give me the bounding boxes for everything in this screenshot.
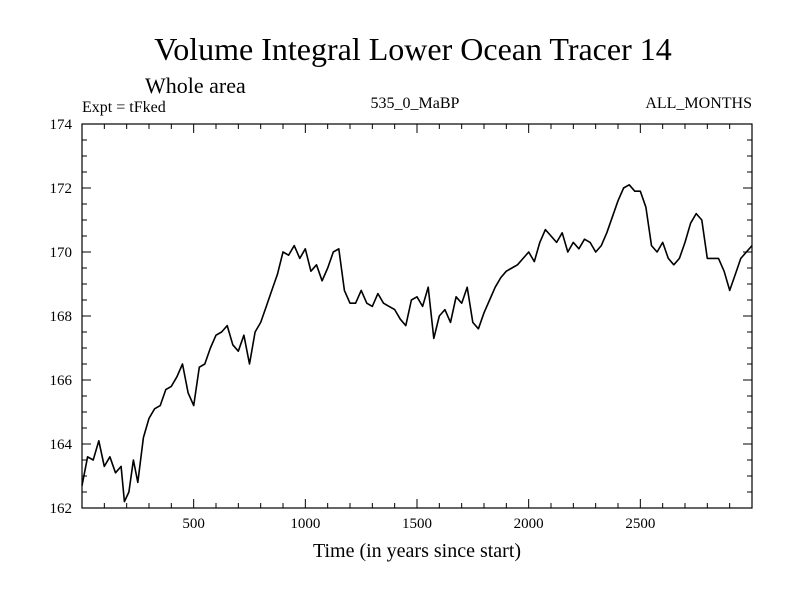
months-label: ALL_MONTHS	[645, 95, 752, 112]
chart-title: Volume Integral Lower Ocean Tracer 14	[154, 31, 671, 67]
experiment-label: Expt = tFked	[82, 99, 166, 116]
axis-ticks	[82, 124, 752, 508]
period-label: 535_0_MaBP	[371, 95, 460, 112]
y-tick-label: 166	[50, 373, 73, 389]
x-tick-labels: 500 1000 1500 2000 2500	[182, 516, 655, 532]
series-line	[81, 184, 753, 503]
x-tick-label: 1000	[290, 516, 320, 532]
x-tick-label: 1500	[402, 516, 432, 532]
x-axis-label: Time (in years since start)	[313, 540, 521, 562]
plot-frame	[81, 123, 753, 509]
y-tick-labels: 162 164 166 168 170 172 174	[50, 117, 73, 517]
y-tick-label: 162	[50, 501, 73, 517]
x-tick-label: 2500	[625, 516, 655, 532]
y-tick-label: 174	[50, 117, 73, 133]
y-tick-label: 172	[50, 181, 73, 197]
y-tick-label: 168	[50, 309, 73, 325]
y-tick-label: 164	[50, 437, 73, 453]
y-tick-label: 170	[50, 245, 73, 261]
x-tick-label: 500	[182, 516, 205, 532]
x-tick-label: 2000	[514, 516, 544, 532]
chart-subtitle: Whole area	[145, 73, 246, 98]
